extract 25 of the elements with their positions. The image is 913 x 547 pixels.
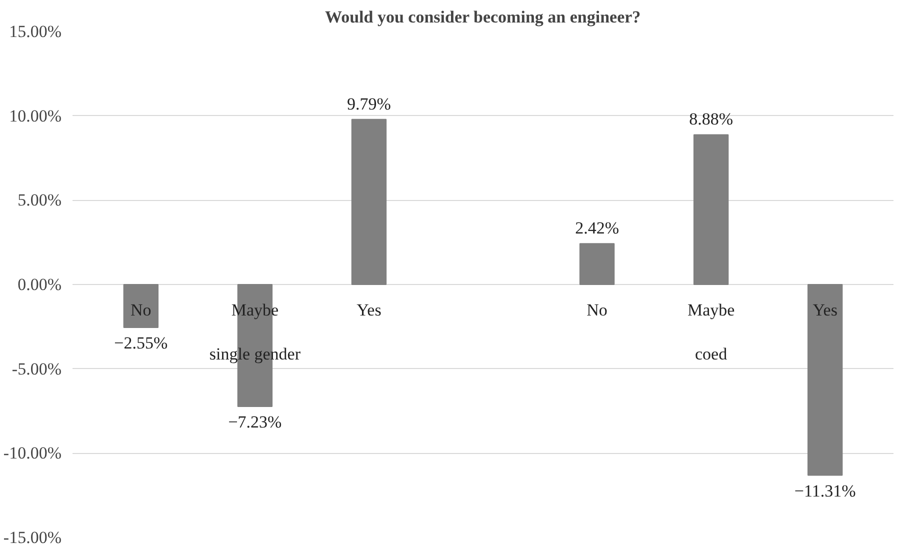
y-tick-label: -10.00% [3,444,62,463]
x-tick-label: No [130,300,152,320]
bar [351,118,387,285]
bar [579,243,615,285]
y-tick-label: -5.00% [12,359,62,378]
y-tick-label: 15.00% [9,22,62,41]
data-label: 9.79% [347,94,391,114]
x-tick-label: Yes [812,300,838,320]
data-label: −11.31% [794,481,856,500]
y-tick-label: -15.00% [3,528,62,547]
data-label: −2.55% [114,334,168,353]
bar [123,284,159,328]
data-label: 8.88% [689,110,734,129]
bar [693,134,729,285]
x-tick-label: Maybe [687,300,735,320]
data-label: −7.23% [228,412,282,432]
chart-title: Would you consider becoming an engineer? [325,8,641,26]
x-tick-label: No [586,300,608,320]
annotation: coed [695,344,728,364]
y-tick-label: 0.00% [18,275,62,294]
data-label: 2.42% [575,218,619,238]
x-tick-label: Yes [356,300,382,320]
y-tick-label: 5.00% [18,190,62,210]
y-tick-label: 10.00% [9,106,62,126]
bar [807,284,843,476]
